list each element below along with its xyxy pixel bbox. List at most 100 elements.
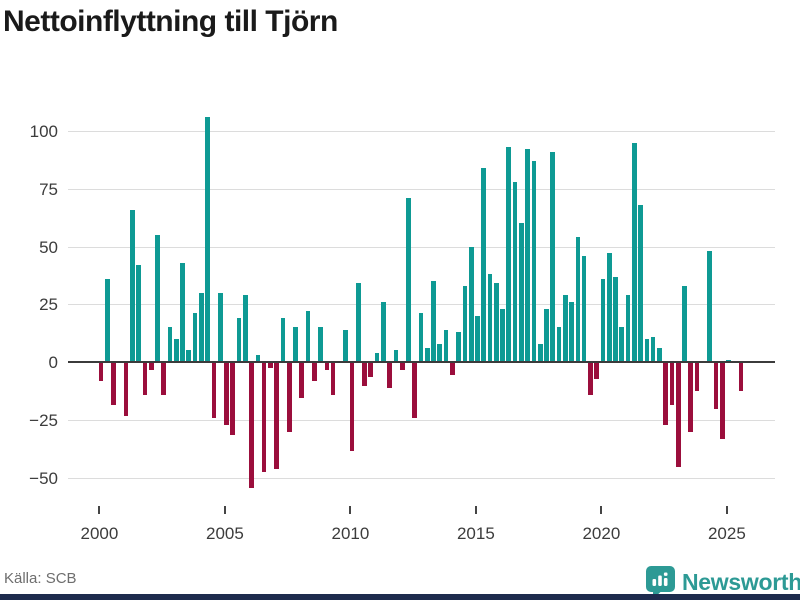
bar bbox=[719, 363, 725, 440]
bar bbox=[311, 363, 317, 382]
newsworthy-logo-icon bbox=[646, 566, 675, 599]
bar bbox=[512, 181, 518, 362]
bar bbox=[293, 327, 298, 362]
bar bbox=[255, 355, 261, 362]
x-axis-tick-label: 2000 bbox=[80, 524, 119, 543]
bar bbox=[468, 246, 474, 362]
newsworthy-brand: Newsworthy bbox=[646, 566, 800, 599]
x-axis-tick-label: 2005 bbox=[205, 524, 244, 543]
bar bbox=[688, 363, 694, 433]
x-axis-tick bbox=[349, 506, 352, 514]
bar bbox=[600, 278, 606, 362]
bar bbox=[324, 363, 330, 370]
bar bbox=[537, 343, 543, 362]
bar bbox=[437, 343, 443, 362]
bar bbox=[481, 167, 487, 362]
bar bbox=[173, 338, 179, 362]
bar bbox=[625, 295, 631, 362]
bar bbox=[224, 363, 229, 426]
x-axis-tick bbox=[98, 506, 101, 514]
x-axis-tick-label: 2015 bbox=[456, 524, 495, 543]
gridline bbox=[68, 419, 775, 421]
bar bbox=[738, 363, 744, 391]
bar bbox=[525, 149, 530, 362]
page-title: Nettoinflyttning till Tjörn bbox=[3, 5, 338, 38]
bar bbox=[531, 161, 537, 362]
bar bbox=[211, 363, 217, 419]
bar bbox=[142, 363, 148, 396]
bar bbox=[450, 363, 455, 375]
bar bbox=[186, 350, 192, 362]
bar bbox=[669, 363, 675, 405]
bar bbox=[638, 204, 643, 362]
bar bbox=[569, 301, 574, 362]
bar bbox=[657, 348, 662, 362]
x-axis-tick-label: 2010 bbox=[331, 524, 370, 543]
gridline bbox=[68, 477, 775, 479]
bar bbox=[418, 313, 424, 362]
bar bbox=[180, 262, 185, 362]
bar bbox=[192, 313, 198, 362]
bar bbox=[148, 363, 154, 370]
y-axis-tick-label: 25 bbox=[39, 295, 58, 315]
y-axis-tick-label: 100 bbox=[29, 122, 58, 141]
bar bbox=[581, 255, 587, 362]
y-axis-tick-label: 50 bbox=[39, 237, 58, 257]
bar bbox=[475, 315, 480, 362]
bar bbox=[575, 237, 581, 362]
bar bbox=[136, 264, 141, 362]
bar bbox=[167, 327, 173, 362]
x-axis-tick bbox=[600, 506, 603, 514]
bar bbox=[713, 363, 719, 410]
bar bbox=[487, 274, 493, 362]
bar bbox=[500, 308, 505, 362]
x-axis-tick bbox=[725, 506, 728, 514]
gridline bbox=[68, 188, 775, 190]
gridline bbox=[68, 246, 775, 248]
bar bbox=[199, 292, 204, 362]
bar bbox=[111, 363, 116, 405]
bar bbox=[650, 336, 656, 362]
bar bbox=[280, 318, 286, 362]
bar bbox=[424, 348, 430, 362]
bar bbox=[261, 363, 267, 472]
bar bbox=[456, 331, 461, 362]
bar bbox=[619, 327, 625, 362]
bar bbox=[155, 234, 160, 362]
y-axis-tick-label: −25 bbox=[29, 410, 58, 430]
bar bbox=[349, 363, 355, 451]
bar bbox=[230, 363, 236, 435]
bar bbox=[374, 352, 380, 362]
bar bbox=[362, 363, 367, 387]
bar bbox=[318, 327, 323, 362]
bar bbox=[249, 363, 254, 488]
y-axis-tick-label: 0 bbox=[48, 353, 58, 372]
x-axis-tick bbox=[223, 506, 226, 514]
bar bbox=[393, 350, 399, 362]
bar bbox=[644, 338, 650, 362]
bar bbox=[519, 223, 524, 362]
bar bbox=[588, 363, 593, 396]
bar bbox=[544, 308, 549, 362]
bar bbox=[707, 251, 712, 362]
bar bbox=[694, 363, 700, 391]
bar bbox=[412, 363, 418, 419]
x-axis-tick bbox=[474, 506, 477, 514]
bar bbox=[217, 292, 223, 362]
bar bbox=[161, 363, 167, 396]
bar bbox=[550, 151, 556, 362]
bar bbox=[443, 329, 449, 362]
bar bbox=[381, 301, 386, 362]
bar bbox=[368, 363, 374, 377]
bar bbox=[355, 283, 361, 362]
bar bbox=[663, 363, 669, 426]
bar bbox=[130, 209, 135, 362]
gridline bbox=[68, 131, 775, 132]
bar bbox=[506, 147, 512, 362]
bar bbox=[98, 363, 104, 382]
x-axis-tick-label: 2020 bbox=[582, 524, 621, 543]
bar bbox=[431, 281, 436, 362]
bar bbox=[675, 363, 681, 467]
bar bbox=[556, 327, 562, 362]
